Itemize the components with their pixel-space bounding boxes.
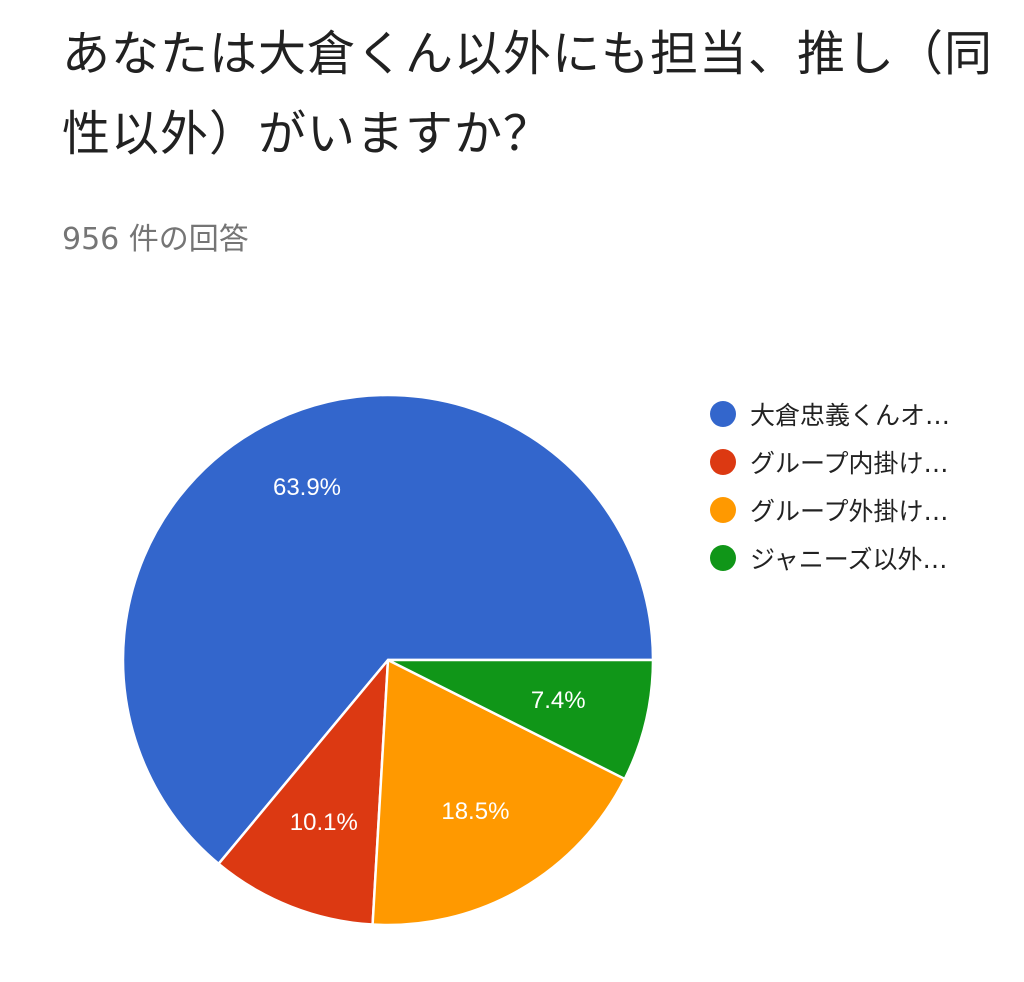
legend-swatch — [710, 401, 736, 427]
legend-item[interactable]: 大倉忠義くんオ… — [710, 390, 950, 438]
chart-legend: 大倉忠義くんオ… グループ内掛け… グループ外掛け… ジャニーズ以外… — [710, 390, 950, 582]
pie-slice[interactable] — [371, 658, 627, 927]
legend-item[interactable]: グループ内掛け… — [710, 438, 950, 486]
question-title: あなたは大倉くん以外にも担当、推し（同性以外）がいますか？ — [62, 26, 994, 162]
legend-label: 大倉忠義くんオ… — [750, 401, 951, 430]
pie-slice-label: 7.4% — [531, 687, 586, 714]
pie-slice[interactable] — [217, 658, 390, 926]
legend-item[interactable]: グループ外掛け… — [710, 486, 950, 534]
legend-label: グループ内掛け… — [750, 449, 949, 478]
pie-slice[interactable] — [386, 658, 655, 781]
pie-slice[interactable] — [121, 393, 655, 866]
legend-swatch — [710, 449, 736, 475]
pie-slice-label: 10.1% — [290, 809, 358, 836]
legend-label: ジャニーズ以外… — [750, 545, 948, 574]
response-count: 956 件の回答 — [62, 222, 249, 257]
legend-item[interactable]: ジャニーズ以外… — [710, 534, 950, 582]
pie-slice-label: 18.5% — [441, 798, 509, 825]
legend-swatch — [710, 497, 736, 523]
legend-label: グループ外掛け… — [750, 497, 949, 526]
pie-slice-label: 63.9% — [273, 474, 341, 501]
legend-swatch — [710, 545, 736, 571]
